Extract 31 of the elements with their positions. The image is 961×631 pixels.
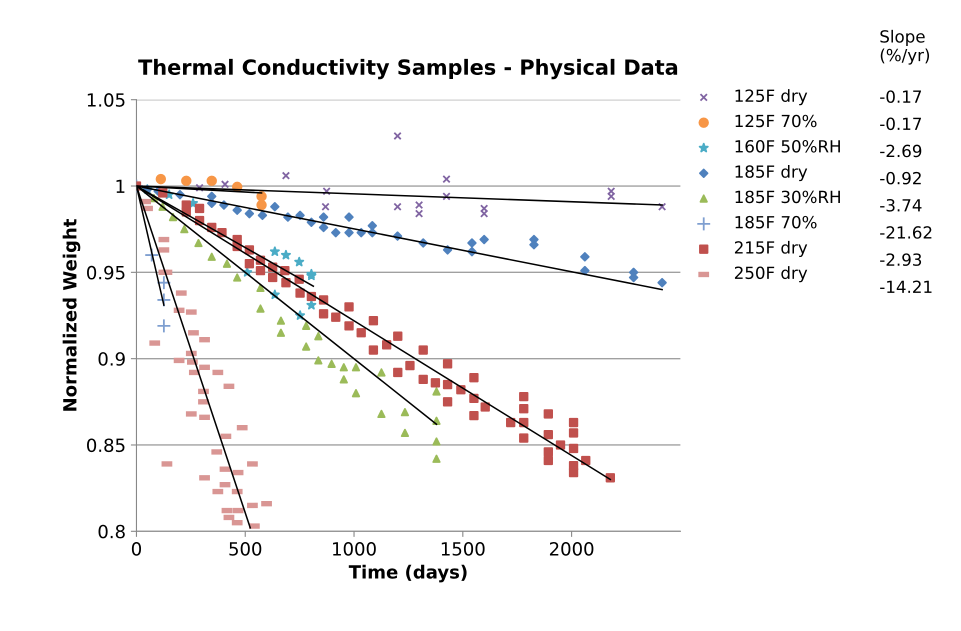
x-axis-title: Time (days) bbox=[348, 564, 467, 582]
legend-label: 160F 50%RH bbox=[736, 140, 840, 153]
text: -0.17 bbox=[880, 90, 922, 103]
legend-label: 185F 30%RH bbox=[736, 190, 840, 204]
y-tick-label: 0.9 bbox=[98, 352, 125, 366]
x-tick-label: 500 bbox=[229, 542, 262, 556]
legend-label: 215F dry bbox=[734, 240, 808, 258]
legend-label: 125F dry bbox=[736, 89, 808, 106]
text: -2.69 bbox=[880, 144, 922, 158]
legend-label: 185F dry bbox=[736, 164, 808, 182]
text: Slope (%/yr) bbox=[880, 30, 930, 65]
x-tick-label: 1500 bbox=[442, 542, 485, 556]
chart-title: Thermal Conductivity Samples - Physical Data bbox=[138, 58, 678, 80]
y-tick-label: 1.05 bbox=[88, 93, 124, 107]
text: -0.92 bbox=[880, 172, 921, 184]
y-tick-label: 0.95 bbox=[87, 266, 124, 280]
text: -14.21 bbox=[880, 280, 932, 293]
y-tick-label: 0.8 bbox=[98, 524, 125, 538]
x-tick-label: 1000 bbox=[333, 542, 376, 556]
y-tick-label: 0.85 bbox=[87, 438, 124, 452]
text: -2.93 bbox=[880, 253, 922, 266]
x-tick-label: 0 bbox=[132, 542, 142, 556]
text: -0.17 bbox=[880, 117, 922, 130]
legend-label: 250F dry bbox=[734, 266, 808, 282]
y-tick-label: 1 bbox=[116, 180, 124, 193]
x-tick-label: 2000 bbox=[550, 542, 594, 556]
legend-label: 125F 70% bbox=[736, 114, 817, 128]
text: -21.62 bbox=[880, 226, 932, 239]
text: -3.74 bbox=[880, 198, 922, 212]
y-axis-title: Normalized Weight bbox=[62, 218, 80, 411]
legend-label: 185F 70% bbox=[736, 216, 817, 228]
